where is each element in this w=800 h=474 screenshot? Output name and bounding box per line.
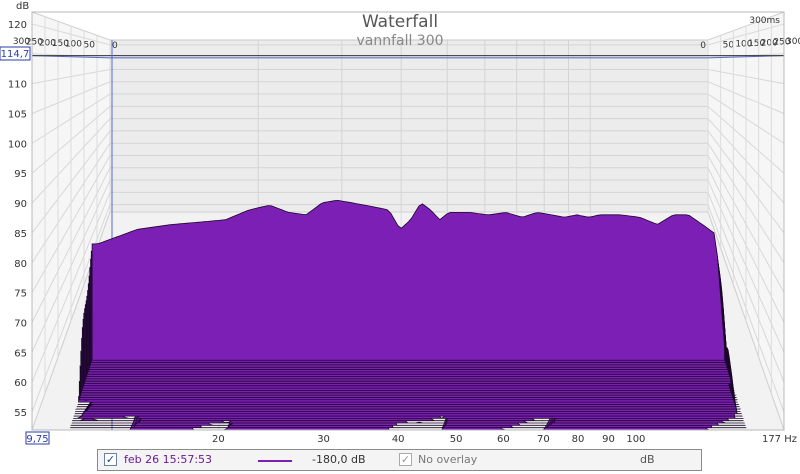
- x-min-box: [25, 431, 50, 445]
- cursor-line-level: [31, 55, 785, 59]
- x-tick-label: 20: [212, 434, 225, 445]
- y-tick-label: 100: [8, 139, 27, 150]
- x-tick-label: 80: [572, 434, 585, 445]
- time-tick-label-right: 150: [748, 39, 765, 49]
- time-tick-label-left: 100: [65, 40, 82, 50]
- x-tick-label: 30: [317, 434, 330, 445]
- level-label: -180,0 dB: [312, 453, 366, 466]
- chart-title: Waterfall: [362, 12, 438, 32]
- y-axis-label: dB: [16, 1, 29, 12]
- y-tick-label: 60: [14, 378, 27, 389]
- x-min-label: 9,75: [26, 434, 48, 445]
- plot-frame: [31, 11, 785, 431]
- y-cursor-box: [0, 46, 31, 61]
- time-tick-label-left: 250: [26, 38, 43, 48]
- overlay-checkbox[interactable]: ✓: [399, 453, 412, 466]
- time-tick-label-left: 200: [39, 38, 56, 48]
- y-tick-label: 70: [14, 319, 27, 330]
- chart-subtitle: vannfall 300: [356, 33, 443, 49]
- y-tick-label: 105: [8, 110, 27, 121]
- x-tick-label: 90: [602, 434, 615, 445]
- time-tick-label-left: 300: [13, 37, 30, 47]
- y-tick-label: 120: [8, 20, 27, 31]
- time-tick-label-right: 100: [735, 40, 752, 50]
- unit-label: dB: [640, 453, 655, 466]
- x-unit-label: 177 Hz: [762, 434, 797, 445]
- y-tick-label: 85: [14, 229, 27, 240]
- time-tick-label-left: 50: [84, 40, 96, 50]
- time-tick-label-right: 300: [786, 37, 800, 47]
- measurement-color-swatch: [258, 460, 292, 462]
- x-tick-label: 60: [497, 434, 510, 445]
- measurement-name[interactable]: feb 26 15:57:53: [124, 453, 213, 466]
- back-wall: [109, 39, 709, 213]
- x-tick-label: 70: [537, 434, 550, 445]
- waterfall-slice: [91, 199, 725, 361]
- y-tick-label: 110: [8, 80, 27, 91]
- measurement-checkbox[interactable]: ✓: [104, 453, 117, 466]
- legend-bar: ✓ feb 26 15:57:53 -180,0 dB ✓ No overlay…: [97, 449, 702, 471]
- time-tick-label-right: 250: [773, 38, 790, 48]
- y-tick-label: 75: [14, 289, 27, 300]
- y-tick-label: 80: [14, 259, 27, 270]
- y-tick-label: 90: [14, 199, 27, 210]
- x-tick-label: 40: [392, 434, 405, 445]
- time-tick-label-right: 0: [700, 41, 706, 51]
- time-tick-label-right: 200: [761, 38, 778, 48]
- x-tick-label: 50: [450, 434, 463, 445]
- time-axis-label: 300ms: [749, 16, 780, 26]
- y-tick-label: 65: [14, 348, 27, 359]
- overlay-label[interactable]: No overlay: [418, 453, 478, 466]
- time-tick-label-left: 150: [52, 39, 69, 49]
- x-tick-label: 100: [626, 434, 645, 445]
- y-tick-label: 55: [14, 408, 27, 419]
- time-tick-label-right: 50: [723, 40, 735, 50]
- y-cursor-label: 114,7: [1, 49, 30, 60]
- y-tick-label: 95: [14, 169, 27, 180]
- time-tick-label-left: 0: [112, 41, 118, 51]
